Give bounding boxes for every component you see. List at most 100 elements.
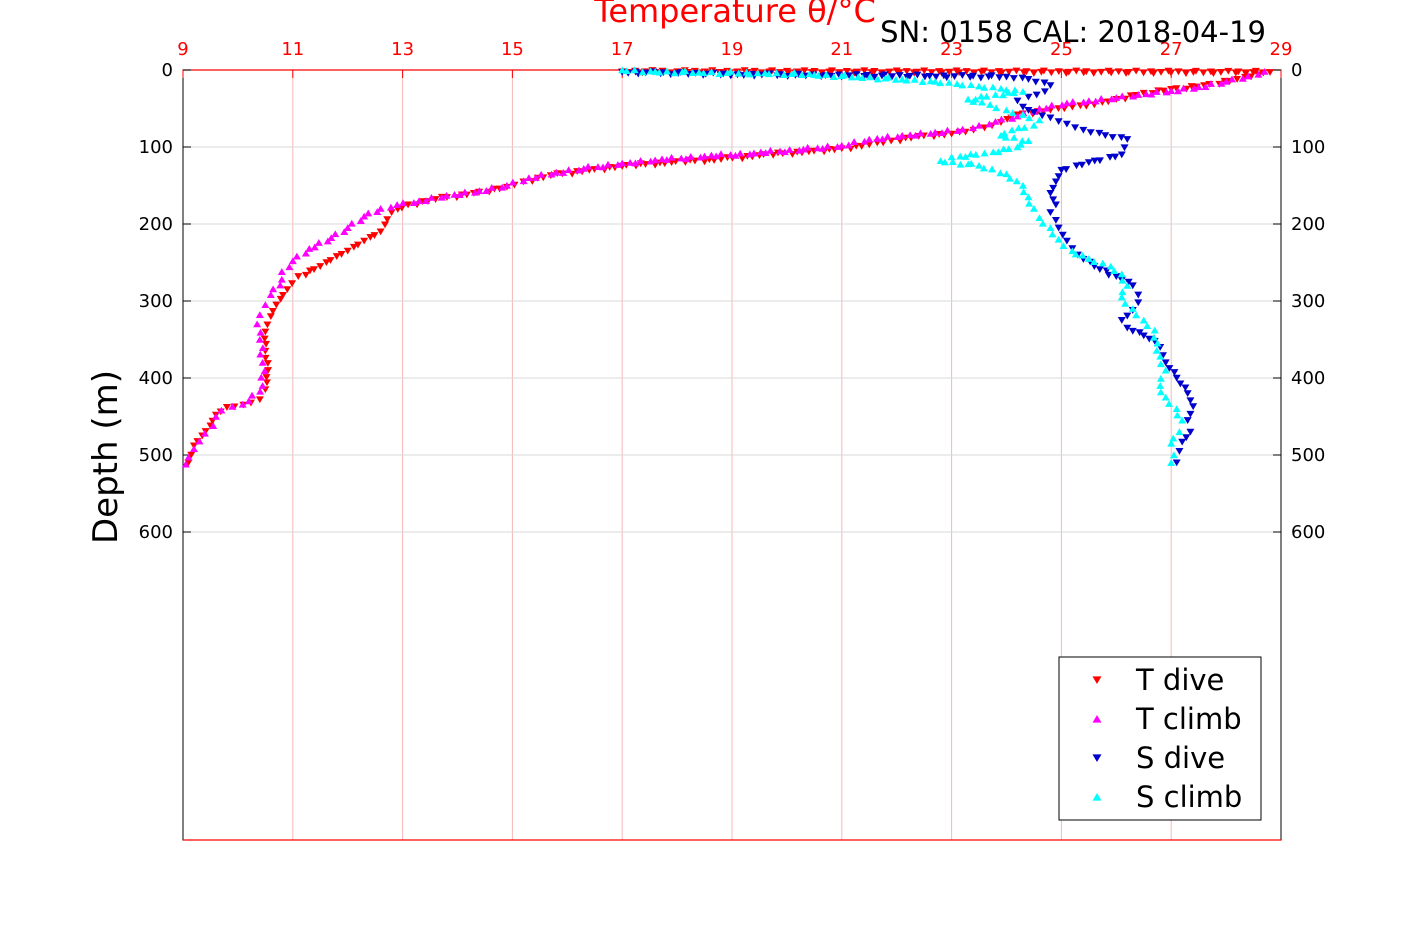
data-point — [263, 360, 272, 367]
data-point — [404, 201, 413, 209]
data-point — [1194, 83, 1203, 91]
data-point — [785, 146, 794, 153]
data-point — [470, 188, 479, 196]
data-point — [1012, 177, 1021, 185]
data-point — [258, 382, 267, 389]
data-point — [1029, 205, 1038, 212]
legend: T dive T climb S dive S climb — [1058, 656, 1262, 821]
data-point — [260, 367, 269, 375]
data-point — [277, 275, 286, 283]
right-axis-tick-labels: 0 100 200 300 400 500 600 — [1291, 60, 1325, 543]
data-point — [636, 157, 645, 164]
data-point — [865, 135, 874, 143]
data-point — [937, 129, 946, 136]
legend-marker-s-dive — [1092, 754, 1102, 763]
data-point — [1079, 98, 1088, 106]
data-point — [1106, 153, 1115, 161]
data-point — [1012, 67, 1021, 75]
data-point — [1107, 95, 1116, 103]
data-point — [450, 190, 459, 198]
data-point — [895, 72, 904, 79]
data-point — [884, 73, 893, 81]
data-point — [1013, 97, 1022, 105]
data-point — [1260, 67, 1269, 75]
data-point — [1143, 322, 1152, 330]
data-point — [1018, 181, 1027, 189]
data-point — [1046, 224, 1055, 232]
data-point — [953, 127, 962, 134]
data-point — [331, 230, 340, 238]
data-point — [667, 159, 676, 166]
legend-marker-t-dive — [1092, 676, 1102, 685]
data-point — [999, 91, 1008, 99]
y-tick-label: 100 — [139, 137, 173, 158]
data-point — [1004, 88, 1013, 96]
data-point — [1165, 365, 1174, 372]
data-point — [1167, 87, 1176, 94]
data-point — [327, 234, 336, 242]
data-point — [738, 155, 747, 163]
data-point — [958, 125, 967, 133]
data-point — [258, 359, 267, 366]
data-point — [980, 67, 989, 75]
data-point — [1031, 78, 1040, 86]
data-point — [1124, 278, 1133, 286]
data-point — [1057, 166, 1066, 174]
x-tick-label: 19 — [721, 39, 744, 60]
data-point — [1004, 68, 1013, 76]
data-point — [1145, 335, 1154, 343]
data-point — [969, 72, 978, 80]
data-point — [1018, 103, 1027, 111]
data-point — [1019, 188, 1028, 196]
data-point — [1005, 174, 1014, 182]
data-point — [1162, 88, 1171, 96]
data-point — [999, 145, 1008, 153]
data-point — [1181, 384, 1190, 392]
data-point — [902, 76, 911, 84]
data-point — [387, 209, 396, 217]
data-point — [1135, 329, 1144, 337]
data-point — [323, 237, 332, 245]
data-point — [1172, 405, 1181, 412]
data-point — [1124, 68, 1133, 76]
y-tick-label-right: 600 — [1291, 522, 1325, 543]
data-point — [305, 267, 314, 275]
data-point — [559, 169, 568, 176]
y-tick-label-right: 400 — [1291, 368, 1325, 389]
data-point — [1084, 159, 1093, 166]
data-point — [1024, 193, 1033, 201]
data-point — [1035, 116, 1044, 124]
data-point — [347, 219, 356, 227]
data-point — [1178, 438, 1187, 446]
data-point — [852, 71, 861, 79]
data-point — [276, 281, 285, 289]
data-point — [1077, 161, 1086, 169]
data-point — [228, 402, 237, 410]
data-point — [1149, 70, 1158, 77]
data-point — [277, 268, 286, 275]
data-point — [184, 453, 193, 461]
data-point — [264, 367, 273, 374]
data-point — [343, 224, 352, 232]
data-point — [805, 70, 814, 78]
data-point — [1001, 133, 1010, 141]
data-point — [976, 74, 985, 82]
data-point — [187, 451, 196, 459]
data-point — [1176, 380, 1185, 388]
data-point — [1046, 82, 1055, 89]
data-point — [1206, 80, 1215, 87]
data-point — [1051, 178, 1060, 186]
data-point — [415, 197, 424, 205]
x-tick-label: 15 — [501, 39, 524, 60]
data-point — [1120, 144, 1129, 152]
data-point — [1165, 400, 1174, 407]
data-point — [870, 73, 879, 81]
data-point — [936, 157, 945, 165]
data-point — [1097, 95, 1106, 102]
legend-label: S climb — [1136, 780, 1242, 814]
data-point — [613, 161, 622, 168]
data-point — [1134, 91, 1143, 98]
data-point — [366, 234, 375, 241]
data-point — [837, 141, 846, 149]
data-point — [1110, 267, 1119, 274]
